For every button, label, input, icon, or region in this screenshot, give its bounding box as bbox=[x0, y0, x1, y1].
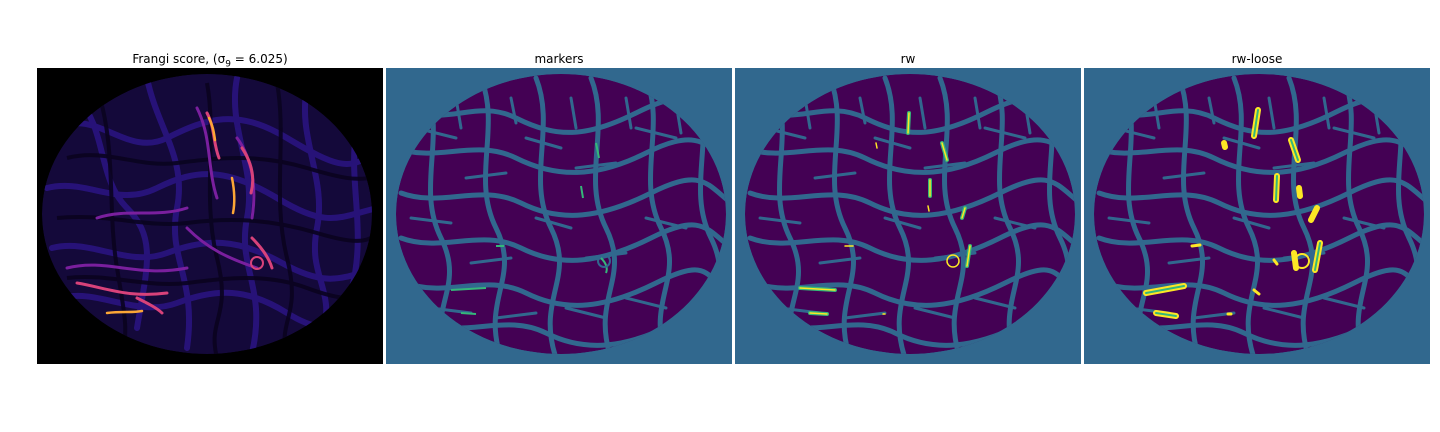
rw-loose-panel: rw-loose bbox=[1084, 50, 1430, 364]
frangi-image bbox=[37, 68, 383, 364]
rw-panel: rw bbox=[735, 50, 1081, 364]
frangi-title: Frangi score, (σ9 = 6.025) bbox=[132, 52, 288, 70]
rw-image bbox=[735, 68, 1081, 364]
frangi-panel: Frangi score, (σ9 = 6.025) bbox=[37, 50, 383, 364]
rw-loose-title: rw-loose bbox=[1231, 52, 1283, 66]
rw-title: rw bbox=[900, 52, 916, 66]
markers-panel: markers bbox=[386, 50, 732, 364]
markers-image bbox=[386, 68, 732, 364]
rw-loose-image bbox=[1084, 68, 1430, 364]
markers-title: markers bbox=[534, 52, 584, 66]
